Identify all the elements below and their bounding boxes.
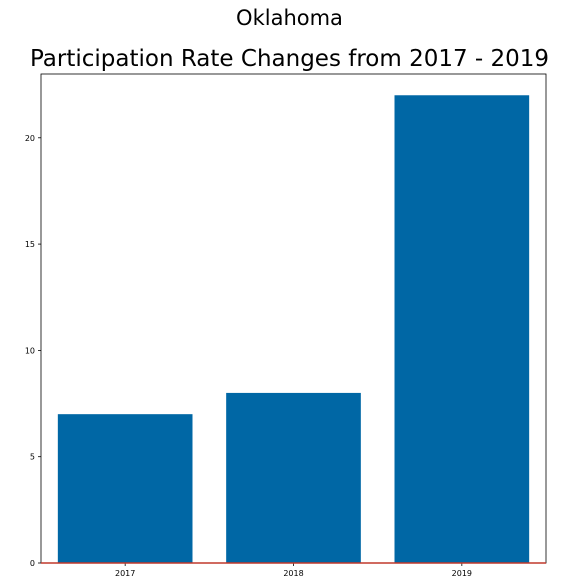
chart-title: Oklahoma xyxy=(236,6,343,30)
y-axis: 0 5 10 15 20 xyxy=(25,134,41,568)
x-tick-label-2018: 2018 xyxy=(283,569,303,578)
bar-2017 xyxy=(57,414,193,563)
x-tick-label-2017: 2017 xyxy=(115,569,135,578)
x-tick-label-2019: 2019 xyxy=(452,569,472,578)
y-tick-label-15: 15 xyxy=(25,240,35,249)
bar-2019 xyxy=(394,95,530,564)
bars-group xyxy=(57,95,530,564)
bar-2018 xyxy=(226,392,361,563)
y-tick-label-5: 5 xyxy=(30,453,35,462)
y-tick-label-0: 0 xyxy=(30,559,35,568)
y-tick-label-10: 10 xyxy=(25,346,35,355)
y-tick-label-20: 20 xyxy=(25,134,35,143)
chart-subtitle: Participation Rate Changes from 2017 - 2… xyxy=(29,46,550,72)
x-axis: 2017 2018 2019 xyxy=(115,563,472,578)
